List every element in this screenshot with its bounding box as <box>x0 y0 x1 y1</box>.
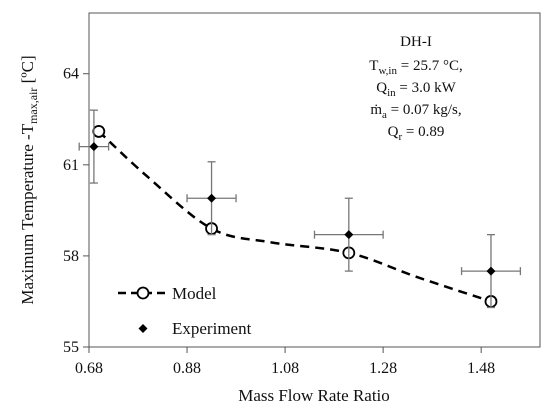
experiment-point <box>344 230 354 240</box>
conditions-annotation: DH-I Tw,in = 25.7 °C, Qin = 3.0 kW ṁa = … <box>369 34 462 143</box>
legend-model-label: Model <box>172 284 217 303</box>
y-tick-label: 55 <box>63 339 79 356</box>
legend-experiment-label: Experiment <box>172 319 252 338</box>
legend: Model Experiment <box>118 284 252 338</box>
x-axis-title: Mass Flow Rate Ratio <box>238 386 390 405</box>
model-point <box>92 125 106 138</box>
y-axis-ticks: 55 58 61 64 <box>63 66 89 356</box>
x-axis-ticks: 0.68 0.88 1.08 1.28 1.48 <box>75 347 495 377</box>
annotation-ratio: Qr = 0.89 <box>388 124 445 143</box>
x-tick-label: 1.48 <box>467 360 495 377</box>
x-tick-label: 0.68 <box>75 360 103 377</box>
experiment-point <box>486 266 496 276</box>
annotation-water-temp: Tw,in = 25.7 °C, <box>369 58 462 77</box>
model-line <box>97 130 492 303</box>
experiment-point <box>89 142 99 152</box>
model-series <box>92 125 498 308</box>
y-tick-label: 64 <box>63 66 79 83</box>
y-axis-title: Maximum Temperature -Tmax,air [ºC] <box>18 55 40 304</box>
annotation-heat-input: Qin = 3.0 kW <box>376 80 456 99</box>
legend-experiment-marker <box>138 324 148 333</box>
x-tick-label: 1.28 <box>369 360 397 377</box>
annotation-air-flow: ṁa = 0.07 kg/s, <box>370 102 461 121</box>
y-tick-label: 61 <box>63 157 79 174</box>
annotation-title: DH-I <box>400 34 432 50</box>
y-tick-label: 58 <box>63 248 79 265</box>
experiment-point <box>207 193 217 203</box>
experiment-series <box>78 109 522 309</box>
plot-area-frame <box>88 12 541 348</box>
x-tick-label: 1.08 <box>271 360 299 377</box>
legend-model-marker <box>136 286 150 300</box>
x-tick-label: 0.88 <box>173 360 201 377</box>
